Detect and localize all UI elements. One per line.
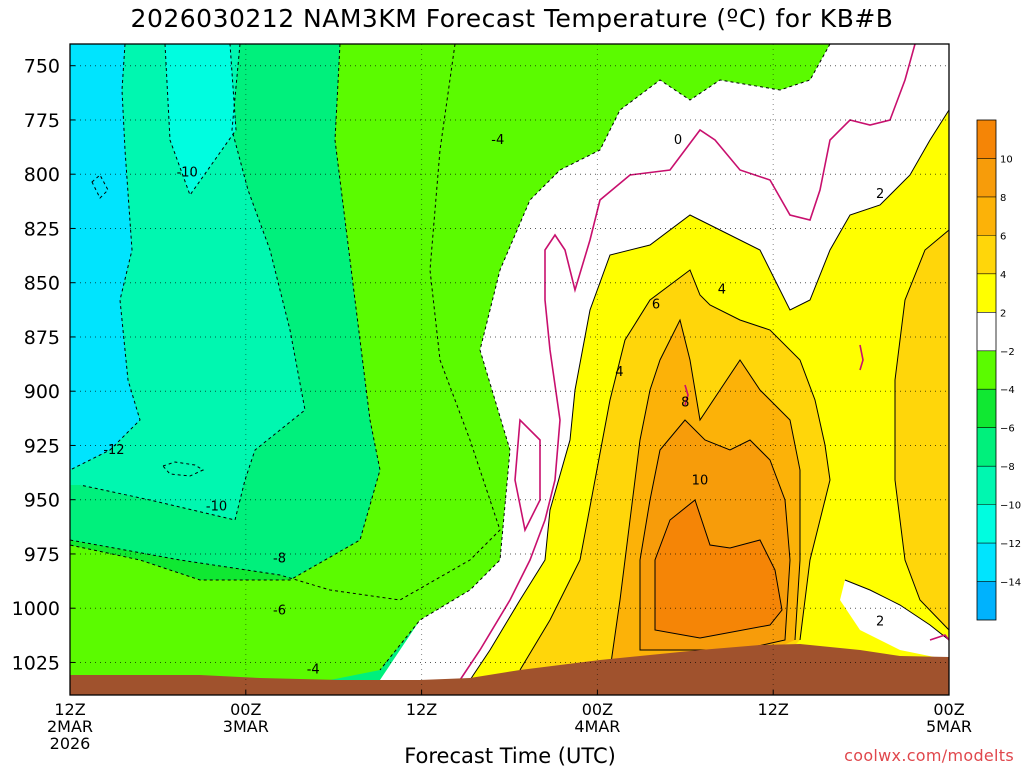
y-axis: 750 775 800 825 850 875 900 925 950 975 1000 1025 [12,56,75,674]
colorbar-label: −8 [1000,462,1015,473]
contour-label: -6 [273,604,286,619]
contour-label: 8 [681,395,689,410]
colorbar-swatch [977,427,996,467]
y-tick-label: 750 [24,56,60,78]
terrain-ground [70,644,949,695]
colorbar-frame [976,119,997,621]
x-tick-label: 00Z [230,700,261,719]
contour-label: 2 [876,187,884,202]
fill-minus4-zone [70,44,830,680]
x-tick-date: 2MAR [47,717,93,736]
colorbar-label: −4 [1000,385,1015,396]
credit-link[interactable]: coolwx.com/modelts [844,746,1014,765]
x-tick-label: 00Z [582,700,613,719]
y-tick-label: 975 [24,544,60,566]
x-axis-title: Forecast Time (UTC) [404,744,616,768]
contour-label: -4 [307,662,320,677]
x-tick-label: 12Z [54,700,85,719]
fill-plus10-zone [655,500,782,638]
x-tick-label: 00Z [933,700,964,719]
colorbar-label: −10 [1000,501,1021,512]
zero-line [459,44,949,681]
colorbar-swatch [977,273,996,313]
y-tick-label: 875 [24,327,60,349]
contour-label: 10 [692,474,709,489]
colorbar-swatch [977,350,996,390]
contour-field [70,44,949,695]
x-tick-date: 5MAR [926,717,972,736]
fill-minus4-east [540,50,610,95]
y-tick-label: 775 [24,110,60,132]
contour-label: -10 [177,165,198,180]
y-tick-label: 950 [24,490,60,512]
plot-frame [69,43,950,696]
colorbar-label: −2 [1000,347,1015,358]
colorbar-swatch [977,543,996,582]
x-tick-year: 2026 [50,734,91,753]
contour-labels: -10 -4 0 2 4 6 4 8 10 -12 -10 -8 -6 -4 2 [103,133,884,677]
y-tick-label: 850 [24,273,60,295]
fill-plus2-pocket [840,580,949,660]
x-tick-date: 4MAR [574,717,620,736]
contour-label: -10 [206,500,227,515]
colorbar-swatch [977,120,996,159]
contour-label: -8 [273,552,286,567]
y-tick-label: 825 [24,218,60,240]
colorbar-label: 2 [1000,308,1006,319]
x-tick-label: 12Z [758,700,789,719]
colorbar-swatch [977,466,996,505]
colorbar: 10 8 6 4 2 −2 −4 −6 −8 −10 −12 −14 [976,119,1021,621]
y-tick-label: 800 [24,164,60,186]
colorbar-swatch [977,312,996,351]
colorbar-label: −14 [1000,578,1021,589]
grid-lines [70,44,949,695]
chart-title: 2026030212 NAM3KM Forecast Temperature (… [130,4,894,33]
y-tick-label: 925 [24,435,60,457]
x-tick-date: 3MAR [223,717,269,736]
contour-label: 4 [718,283,726,298]
colorbar-swatch [977,504,996,544]
colorbar-swatch [977,235,996,274]
fill-zero-band [380,44,949,680]
contour-label: 4 [615,365,623,380]
fill-minus10-zone [70,44,305,520]
y-tick-label: 1025 [12,652,60,674]
y-tick-label: 1000 [12,598,60,620]
x-tick-label: 12Z [406,700,437,719]
fill-plus4-east [895,230,949,630]
colorbar-swatch [977,389,996,428]
colorbar-swatch [977,581,996,620]
colorbar-swatch [977,158,996,197]
colorbar-label: 4 [1000,270,1006,281]
colorbar-label: 8 [1000,193,1006,204]
contour-label: -4 [491,133,504,148]
colorbar-label: −6 [1000,424,1015,435]
contour-label: 2 [876,615,884,630]
contour-label: 0 [674,133,682,148]
contour-lines [70,44,949,681]
colorbar-swatch [977,196,996,236]
colorbar-label: 10 [1000,154,1013,165]
contour-label: -12 [103,443,124,458]
y-tick-label: 900 [24,381,60,403]
colorbar-label: −12 [1000,539,1021,550]
fill-minus12-zone [70,44,140,470]
colorbar-label: 6 [1000,231,1006,242]
contour-label: 6 [652,298,660,313]
